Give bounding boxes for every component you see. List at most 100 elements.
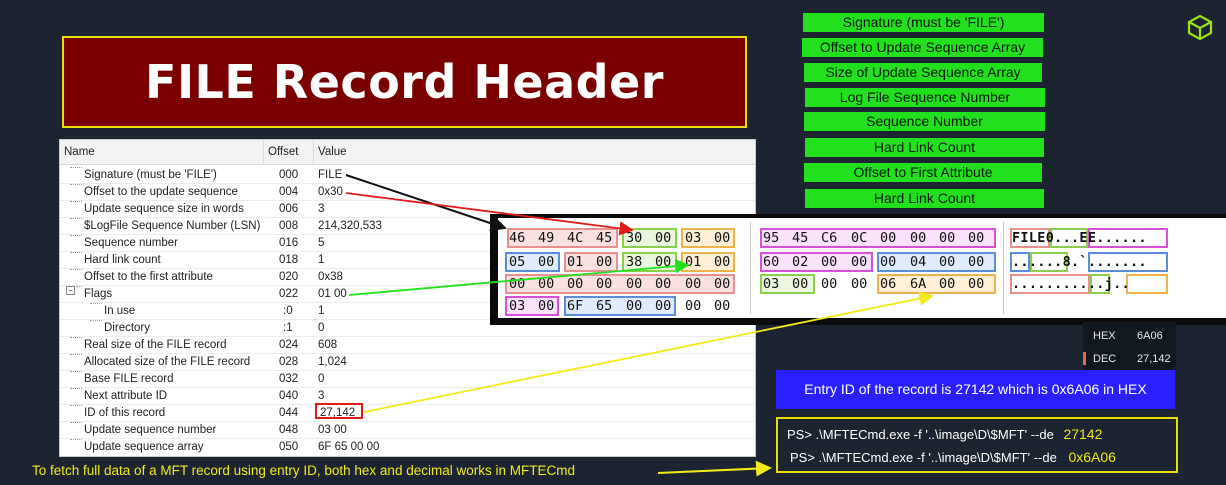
- table-row-flags[interactable]: − Flags 022 01 00: [60, 286, 755, 303]
- field-name: Directory: [104, 322, 151, 334]
- hex-byte: 00: [626, 298, 643, 314]
- hex-byte: 05: [509, 254, 526, 270]
- hex-byte: 00: [685, 276, 702, 292]
- field-value: 3: [318, 203, 325, 215]
- field-value: 0x30: [318, 186, 343, 198]
- field-name: Real size of the FILE record: [84, 339, 227, 351]
- table-row[interactable]: Signature (must be 'FILE') 000 FILE: [60, 167, 755, 184]
- ascii-highlight: [1050, 228, 1088, 248]
- hex-byte: 00: [538, 254, 555, 270]
- field-value: 01 00: [318, 288, 347, 300]
- hex-byte: 00: [538, 276, 555, 292]
- field-value: 1,024: [318, 356, 347, 368]
- page-title: FILE Record Header: [145, 55, 664, 109]
- ascii-highlight: [1030, 252, 1068, 272]
- hex-byte: 49: [538, 230, 555, 246]
- field-value: 3: [318, 390, 325, 402]
- column-header-name[interactable]: Name: [60, 140, 264, 164]
- command-entry-id: 0x6A06: [1068, 449, 1116, 465]
- table-row-subfield[interactable]: Directory :1 0: [60, 320, 755, 337]
- hex-byte: C6: [821, 230, 838, 246]
- hex-byte: 00: [714, 276, 731, 292]
- field-value: 5: [318, 237, 325, 249]
- ascii-highlight: [1088, 228, 1168, 248]
- table-row[interactable]: Next attribute ID 040 3: [60, 388, 755, 405]
- column-header-offset[interactable]: Offset: [264, 140, 314, 164]
- field-name: Signature (must be 'FILE'): [84, 169, 217, 181]
- field-offset: 018: [279, 254, 299, 266]
- field-offset: 008: [279, 220, 299, 232]
- table-row[interactable]: Sequence number 016 5: [60, 235, 755, 252]
- hex-byte: 00: [821, 276, 838, 292]
- field-offset: 016: [279, 237, 299, 249]
- hex-highlight-usa-size: [681, 228, 735, 248]
- ascii-text: ......8.`.......: [1012, 254, 1147, 270]
- hex-byte: 00: [685, 298, 702, 314]
- table-row-subfield[interactable]: In use :0 1: [60, 303, 755, 320]
- dec-value[interactable]: 27,142: [1137, 353, 1171, 365]
- arrow-usa-offset: [345, 192, 634, 236]
- hex-highlight-base-record: [505, 274, 735, 294]
- table-row[interactable]: Real size of the FILE record 024 608: [60, 337, 755, 354]
- command-entry-id: 27142: [1063, 426, 1103, 442]
- field-value: FILE: [318, 169, 343, 181]
- field-value: 1: [318, 254, 325, 266]
- command-examples: PS> .\MFTECmd.exe -f '..\image\D\$MFT' -…: [776, 417, 1178, 473]
- table-row-record-id[interactable]: ID of this record 044 27,142: [60, 405, 755, 422]
- hex-byte: 06: [880, 276, 897, 292]
- table-row[interactable]: Update sequence array 050 6F 65 00 00: [60, 439, 755, 456]
- field-value: 27,142: [320, 407, 356, 419]
- command-line-decimal[interactable]: PS> .\MFTECmd.exe -f '..\image\D\$MFT' -…: [787, 426, 1102, 442]
- field-name: Update sequence array: [84, 441, 204, 453]
- entry-id-note: Entry ID of the record is 27142 which is…: [776, 370, 1175, 409]
- hex-highlight-usa-offset: [622, 228, 677, 248]
- table-row[interactable]: $LogFile Sequence Number (LSN) 008 214,3…: [60, 218, 755, 235]
- table-row[interactable]: Allocated size of the FILE record 028 1,…: [60, 354, 755, 371]
- hex-byte: 00: [596, 276, 613, 292]
- column-header-value[interactable]: Value: [318, 146, 347, 158]
- hex-byte: 00: [714, 230, 731, 246]
- collapse-toggle-icon[interactable]: −: [66, 286, 75, 295]
- hex-value[interactable]: 6A06: [1137, 330, 1163, 342]
- hex-highlight-lsn: [760, 228, 996, 248]
- ascii-highlight: [1088, 252, 1168, 272]
- hex-label: HEX: [1093, 330, 1116, 342]
- hex-byte: 00: [714, 254, 731, 270]
- table-row[interactable]: Offset to the first attribute 020 0x38: [60, 269, 755, 286]
- field-offset: 040: [279, 390, 299, 402]
- field-name: Offset to the update sequence: [84, 186, 238, 198]
- hex-byte: 04: [910, 254, 927, 270]
- field-value: 608: [318, 339, 338, 351]
- table-row[interactable]: Update sequence number 048 03 00: [60, 422, 755, 439]
- arrow-signature: [345, 174, 507, 232]
- field-offset: :0: [283, 305, 293, 317]
- hex-highlight-real-size: [760, 252, 873, 272]
- command-line-hex[interactable]: PS> .\MFTECmd.exe -f '..\image\D\$MFT' -…: [790, 449, 1116, 465]
- legend-sequence-number: Sequence Number: [804, 112, 1045, 131]
- hex-byte: 60: [763, 254, 780, 270]
- hex-byte: 00: [968, 254, 985, 270]
- table-row[interactable]: Hard link count 018 1: [60, 252, 755, 269]
- hex-byte: 45: [596, 230, 613, 246]
- dec-label: DEC: [1093, 353, 1117, 365]
- field-value: 1: [318, 305, 325, 317]
- hex-byte: 00: [655, 230, 672, 246]
- table-row[interactable]: Base FILE record 032 0: [60, 371, 755, 388]
- hex-byte: 01: [567, 254, 584, 270]
- cube-logo-icon: [1187, 14, 1213, 41]
- field-offset: 024: [279, 339, 299, 351]
- table-row[interactable]: Update sequence size in words 006 3: [60, 201, 755, 218]
- hex-dec-converter: HEX 6A06 DEC 27,142: [1083, 322, 1176, 370]
- field-offset: 048: [279, 424, 299, 436]
- field-name: In use: [104, 305, 136, 317]
- hex-byte: 00: [821, 254, 838, 270]
- hex-byte: 00: [968, 230, 985, 246]
- hex-byte: 00: [939, 276, 956, 292]
- field-value: 214,320,533: [318, 220, 382, 232]
- legend-lsn: Log File Sequence Number: [805, 88, 1045, 107]
- field-offset: 028: [279, 356, 299, 368]
- hex-byte: 65: [596, 298, 613, 314]
- hex-highlight-usa: [564, 296, 676, 316]
- hex-byte: 00: [968, 276, 985, 292]
